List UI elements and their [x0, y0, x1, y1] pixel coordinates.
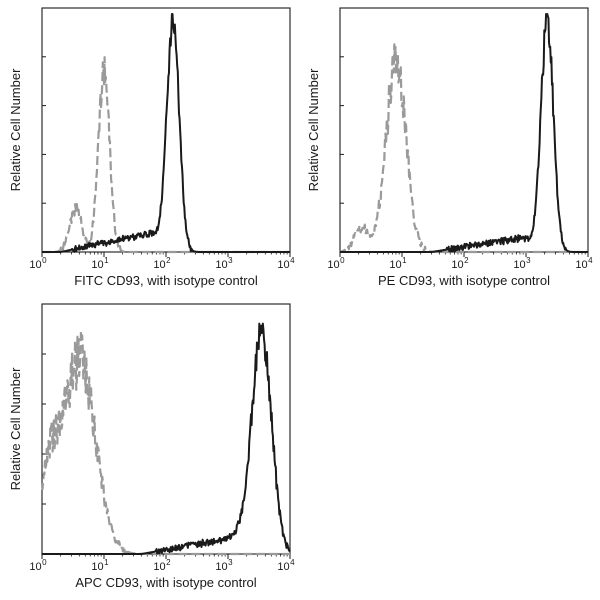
x-tick-exponent: 2 — [166, 558, 171, 567]
x-axis-label: PE CD93, with isotype control — [378, 273, 550, 288]
x-tick-label: 104 — [277, 558, 295, 573]
x-tick-exponent: 3 — [526, 256, 531, 265]
x-tick-label: 100 — [327, 256, 345, 271]
isotype-control-curve — [40, 330, 291, 556]
x-tick-label: 103 — [215, 256, 233, 271]
x-tick-exponent: 0 — [42, 256, 47, 265]
x-axis-label: APC CD93, with isotype control — [75, 575, 256, 590]
x-tick-exponent: 4 — [290, 558, 295, 567]
cd93-curve — [339, 13, 589, 253]
y-axis-label: Relative Cell Number — [8, 367, 23, 490]
x-tick-exponent: 1 — [104, 558, 109, 567]
cd93-curve — [41, 13, 291, 253]
x-tick-exponent: 4 — [588, 256, 593, 265]
x-tick-label: 102 — [153, 558, 171, 573]
x-tick-exponent: 0 — [340, 256, 345, 265]
x-tick-exponent: 2 — [464, 256, 469, 265]
x-tick-label: 104 — [575, 256, 593, 271]
y-axis-label: Relative Cell Number — [306, 68, 321, 191]
x-tick-label: 100 — [29, 558, 47, 573]
x-tick-label: 103 — [513, 256, 531, 271]
x-axis-label: FITC CD93, with isotype control — [74, 273, 258, 288]
x-tick-exponent: 3 — [228, 558, 233, 567]
x-tick-exponent: 4 — [290, 256, 295, 265]
x-tick-label: 101 — [91, 558, 109, 573]
y-axis-label: Relative Cell Number — [8, 68, 23, 191]
x-tick-label: 104 — [277, 256, 295, 271]
x-tick-exponent: 0 — [42, 558, 47, 567]
isotype-control-curve — [41, 56, 291, 254]
x-tick-label: 100 — [29, 256, 47, 271]
x-tick-label: 102 — [451, 256, 469, 271]
x-tick-exponent: 1 — [402, 256, 407, 265]
x-tick-label: 103 — [215, 558, 233, 573]
cd93-curve — [41, 322, 291, 555]
x-tick-label: 101 — [389, 256, 407, 271]
x-tick-exponent: 3 — [228, 256, 233, 265]
x-tick-exponent: 1 — [104, 256, 109, 265]
isotype-control-curve — [339, 43, 589, 254]
x-tick-exponent: 2 — [166, 256, 171, 265]
x-tick-label: 101 — [91, 256, 109, 271]
x-tick-label: 102 — [153, 256, 171, 271]
